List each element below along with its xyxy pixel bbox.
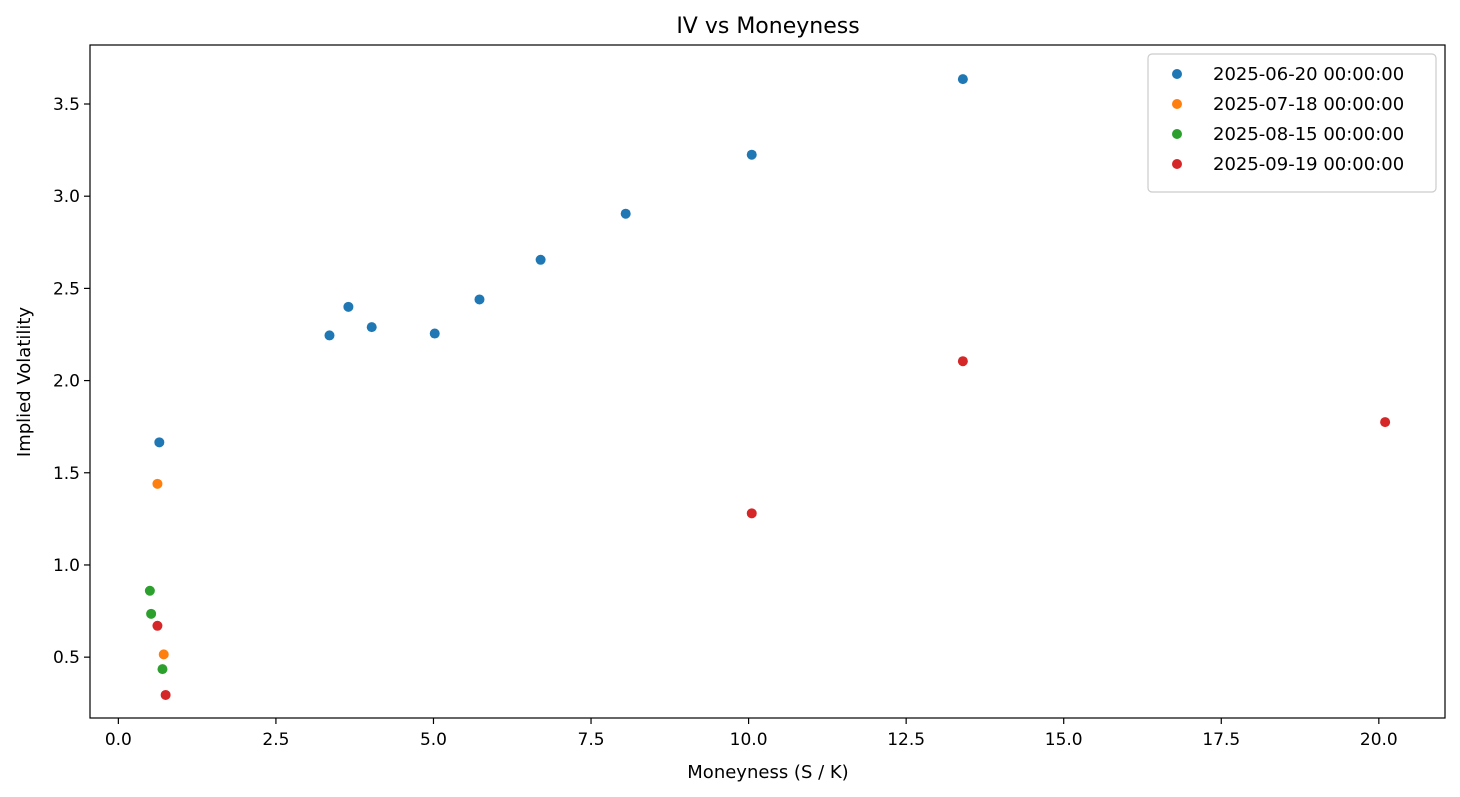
- x-axis-label: Moneyness (S / K): [687, 762, 848, 783]
- y-axis: 0.5 1.0 1.5 2.0 2.5 3.0 3.5: [53, 95, 90, 668]
- data-point: [474, 294, 485, 305]
- data-point: [154, 437, 165, 448]
- data-point: [152, 478, 163, 489]
- data-point: [324, 330, 335, 341]
- x-tick-label: 5.0: [420, 730, 447, 750]
- legend-marker: [1172, 129, 1182, 139]
- y-tick-label: 3.0: [53, 187, 80, 207]
- data-point: [157, 664, 168, 675]
- data-point: [160, 689, 171, 700]
- legend-entry: 2025-08-15 00:00:00: [1172, 124, 1404, 145]
- legend-marker: [1172, 99, 1182, 109]
- legend-label: 2025-09-19 00:00:00: [1213, 154, 1404, 175]
- y-axis-label: Implied Volatility: [14, 307, 35, 458]
- plot-frame: [89, 44, 1446, 719]
- series-2: [152, 478, 169, 660]
- x-axis: 0.0 2.5 5.0 7.5 10.0 12.5 15.0 17.5 20.0: [105, 718, 1398, 750]
- series-1: [154, 74, 968, 448]
- data-point: [535, 254, 546, 265]
- x-tick-label: 10.0: [730, 730, 768, 750]
- legend-box: [1147, 53, 1437, 193]
- legend-label: 2025-06-20 00:00:00: [1213, 64, 1404, 85]
- y-tick-label: 2.0: [53, 372, 80, 392]
- legend-entry: 2025-07-18 00:00:00: [1172, 94, 1404, 115]
- plot-area: [144, 74, 1391, 700]
- series-3: [144, 585, 168, 675]
- legend-entry: 2025-06-20 00:00:00: [1172, 64, 1404, 85]
- chart-title: IV vs Moneyness: [676, 14, 859, 39]
- x-tick-label: 17.5: [1202, 730, 1240, 750]
- legend-label: 2025-08-15 00:00:00: [1213, 124, 1404, 145]
- data-point: [144, 585, 155, 596]
- x-tick-label: 7.5: [578, 730, 605, 750]
- x-tick-label: 15.0: [1045, 730, 1083, 750]
- x-tick-label: 12.5: [887, 730, 925, 750]
- data-point: [620, 208, 631, 219]
- data-point: [957, 74, 968, 85]
- data-point: [366, 322, 377, 333]
- data-point: [343, 301, 354, 312]
- legend-entry: 2025-09-19 00:00:00: [1172, 154, 1404, 175]
- data-point: [152, 620, 163, 631]
- legend-label: 2025-07-18 00:00:00: [1213, 94, 1404, 115]
- data-point: [746, 508, 757, 519]
- legend-marker: [1172, 69, 1182, 79]
- data-point: [957, 356, 968, 367]
- y-tick-label: 1.5: [53, 464, 80, 484]
- legend: 2025-06-20 00:00:00 2025-07-18 00:00:00 20…: [1147, 53, 1437, 193]
- x-tick-label: 20.0: [1360, 730, 1398, 750]
- data-point: [429, 328, 440, 339]
- x-tick-label: 2.5: [262, 730, 289, 750]
- data-point: [158, 649, 169, 660]
- data-point: [1380, 417, 1391, 428]
- legend-marker: [1172, 159, 1182, 169]
- x-tick-label: 0.0: [105, 730, 132, 750]
- y-tick-label: 2.5: [53, 279, 80, 299]
- data-point: [146, 608, 157, 619]
- y-tick-label: 3.5: [53, 95, 80, 115]
- data-point: [746, 149, 757, 160]
- y-tick-label: 0.5: [53, 648, 80, 668]
- y-tick-label: 1.0: [53, 556, 80, 576]
- series-4: [152, 356, 1391, 700]
